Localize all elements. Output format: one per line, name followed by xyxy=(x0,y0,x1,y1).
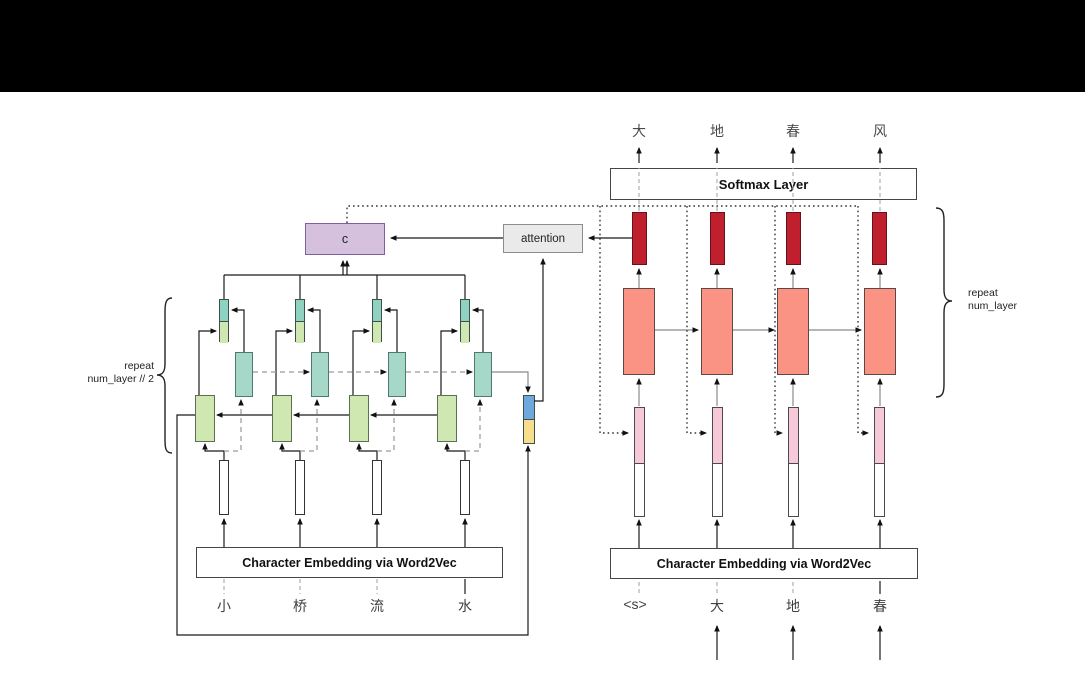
decoder-output-char: 大 xyxy=(632,123,646,139)
encoder-word-embedding-bar xyxy=(219,460,229,515)
encoder-state-concat xyxy=(219,299,229,343)
encoder-state-concat xyxy=(295,299,305,343)
encoder-embedding-label: Character Embedding via Word2Vec xyxy=(242,555,457,570)
decoder-hidden-state-bar xyxy=(872,212,887,265)
encoder-word-embedding-bar xyxy=(460,460,470,515)
decoder-embedding-label: Character Embedding via Word2Vec xyxy=(656,556,872,571)
attention-label: attention xyxy=(520,232,566,245)
encoder-word-embedding-bar xyxy=(372,460,382,515)
decoder-cell xyxy=(701,288,733,375)
decoder-input-char: 地 xyxy=(786,598,800,614)
repeat-brace-right xyxy=(935,207,953,398)
encoder-backward-cell xyxy=(437,395,457,442)
decoder-input-char: <s> xyxy=(623,596,647,612)
softmax-layer-box: Softmax Layer xyxy=(610,168,917,200)
decoder-output-char: 地 xyxy=(710,123,724,139)
decoder-input-bar xyxy=(712,407,723,517)
encoder-input-char: 小 xyxy=(217,598,231,614)
encoder-forward-cell xyxy=(474,352,492,397)
encoder-backward-cell xyxy=(272,395,292,442)
encoder-state-concat xyxy=(372,299,382,343)
decoder-output-char: 春 xyxy=(786,123,800,139)
encoder-forward-cell xyxy=(311,352,329,397)
decoder-repeat-label: repeat num_layer xyxy=(968,287,1018,312)
encoder-forward-cell xyxy=(235,352,253,397)
repeat-brace-left xyxy=(156,297,173,454)
decoder-input-bar xyxy=(788,407,799,517)
decoder-hidden-state-bar xyxy=(632,212,647,265)
encoder-final-state xyxy=(523,395,535,444)
encoder-word-embedding-bar xyxy=(295,460,305,515)
context-vector-label: c xyxy=(341,232,349,246)
encoder-state-concat xyxy=(460,299,470,343)
attention-box: attention xyxy=(503,224,583,253)
decoder-hidden-state-bar xyxy=(786,212,801,265)
softmax-label: Softmax Layer xyxy=(718,176,809,192)
decoder-input-char: 春 xyxy=(873,598,887,614)
decoder-cell xyxy=(623,288,655,375)
encoder-embedding-box: Character Embedding via Word2Vec xyxy=(196,547,503,578)
decoder-input-bar xyxy=(874,407,885,517)
encoder-forward-cell xyxy=(388,352,406,397)
encoder-input-char: 桥 xyxy=(293,598,307,614)
decoder-embedding-box: Character Embedding via Word2Vec xyxy=(610,548,918,579)
encoder-backward-cell xyxy=(195,395,215,442)
decoder-cell xyxy=(864,288,896,375)
decoder-input-char: 大 xyxy=(710,598,724,614)
decoder-output-char: 风 xyxy=(873,123,887,139)
decoder-hidden-state-bar xyxy=(710,212,725,265)
top-black-bar xyxy=(0,0,1085,92)
context-vector-box: c xyxy=(305,223,385,255)
encoder-input-char: 水 xyxy=(458,598,472,614)
encoder-input-char: 流 xyxy=(370,598,384,614)
decoder-cell xyxy=(777,288,809,375)
decoder-input-bar xyxy=(634,407,645,517)
encoder-repeat-label: repeat num_layer // 2 xyxy=(87,360,154,385)
encoder-backward-cell xyxy=(349,395,369,442)
